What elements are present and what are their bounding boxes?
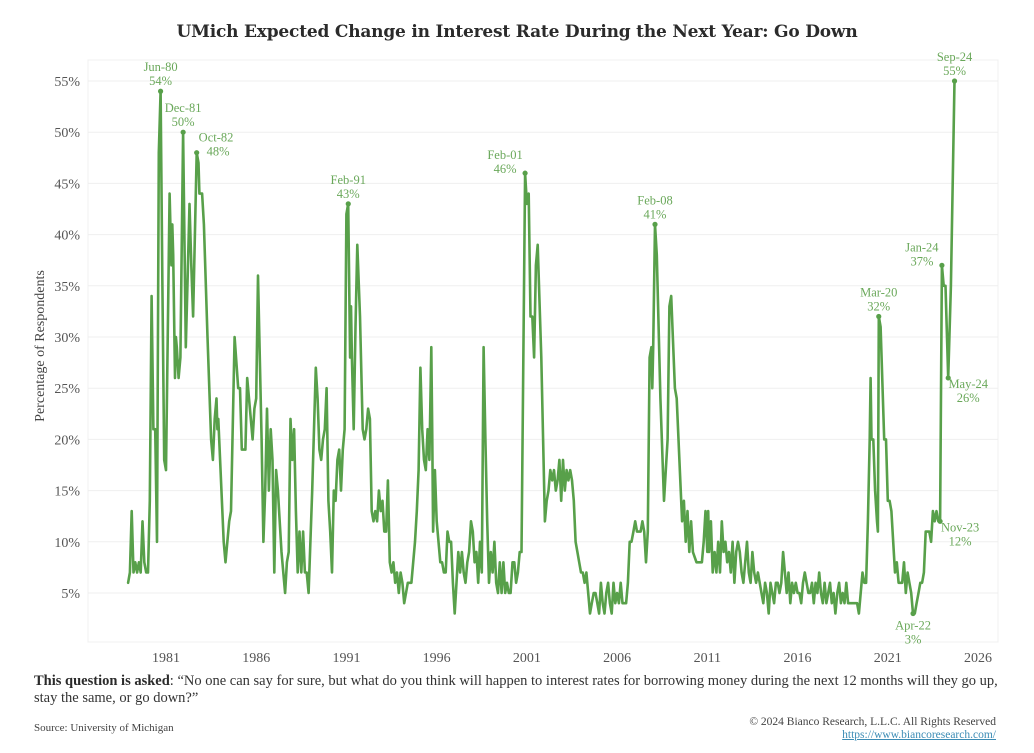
question-note: This question is asked: “No one can say … xyxy=(34,673,1009,707)
annotation-value: 43% xyxy=(337,187,360,201)
y-axis-label: Percentage of Respondents xyxy=(33,270,48,422)
annotation-value: 48% xyxy=(207,145,230,159)
annotation-date: Apr-22 xyxy=(895,618,931,632)
annotation-date: Feb-08 xyxy=(637,193,672,207)
y-tick-label: 45% xyxy=(54,177,80,192)
annotation-date: Jun-80 xyxy=(144,60,178,74)
series-line xyxy=(126,79,956,615)
y-tick-label: 55% xyxy=(54,75,80,90)
annotation-date: Oct-82 xyxy=(199,131,234,145)
annotation-value: 32% xyxy=(867,300,890,314)
annotation-marker xyxy=(522,170,528,176)
annotation-marker xyxy=(937,518,943,524)
annotation-date: May-24 xyxy=(948,377,988,391)
x-tick-label: 2021 xyxy=(874,651,902,666)
y-tick-label: 10% xyxy=(54,536,80,551)
annotation-value: 3% xyxy=(905,632,922,646)
annotation-value: 54% xyxy=(149,74,172,88)
annotation-marker xyxy=(876,313,882,320)
annotation-value: 12% xyxy=(949,534,972,548)
chart-title: UMich Expected Change in Interest Rate D… xyxy=(176,22,858,42)
annotation-marker xyxy=(910,610,916,617)
annotation-marker xyxy=(951,78,958,84)
annotation-marker xyxy=(345,201,351,207)
y-tick-label: 25% xyxy=(54,382,80,397)
plot-area xyxy=(87,59,999,643)
annotation-value: 37% xyxy=(910,254,933,268)
y-tick-label: 40% xyxy=(54,229,80,244)
y-axis-ticks: 5% 10% 15% 20% 25% 30% 35% 40% 45% 50% 55% xyxy=(54,75,80,602)
website-link[interactable]: https://www.biancoresearch.com/ xyxy=(842,729,996,741)
copyright-text: © 2024 Bianco Research, L.L.C. All Right… xyxy=(749,716,996,728)
annotation-date: Sep-24 xyxy=(937,50,973,64)
x-tick-label: 2026 xyxy=(964,651,992,666)
x-tick-label: 1981 xyxy=(152,651,180,666)
annotation-marker xyxy=(194,150,200,156)
annotation-marker xyxy=(180,129,186,135)
annotation-date: Nov-23 xyxy=(941,520,979,534)
annotation-date: Feb-01 xyxy=(487,148,522,162)
x-tick-label: 1996 xyxy=(423,651,451,666)
x-tick-label: 2006 xyxy=(603,651,631,666)
annotation-value: 41% xyxy=(644,207,667,221)
copyright-block: © 2024 Bianco Research, L.L.C. All Right… xyxy=(749,716,996,742)
annotation-value: 55% xyxy=(943,64,966,78)
annotation-date: Dec-81 xyxy=(165,101,202,115)
x-tick-label: 2001 xyxy=(513,651,541,666)
annotation-date: Feb-91 xyxy=(331,173,366,187)
question-text: : “No one can say for sure, but what do … xyxy=(34,673,998,706)
x-axis-ticks: 1981 1986 1991 1996 2001 2006 2011 2016 2021 2026 xyxy=(152,651,992,666)
y-tick-label: 5% xyxy=(61,587,80,602)
annotation-date: Jan-24 xyxy=(905,240,939,254)
y-tick-label: 15% xyxy=(54,485,80,500)
x-tick-label: 2016 xyxy=(784,651,812,666)
annotation-marker xyxy=(652,221,658,227)
annotation-value: 26% xyxy=(957,391,980,405)
annotation-value: 50% xyxy=(172,115,195,129)
y-tick-label: 50% xyxy=(54,126,80,141)
annotation-marker xyxy=(945,375,951,381)
y-tick-label: 20% xyxy=(54,433,80,448)
x-tick-label: 1991 xyxy=(332,651,360,666)
annotation-date: Mar-20 xyxy=(860,286,897,300)
source-note: Source: University of Michigan xyxy=(34,722,174,734)
x-tick-label: 2011 xyxy=(694,651,721,666)
annotation-value: 46% xyxy=(494,162,517,176)
annotation-marker xyxy=(157,88,164,94)
series-go-down xyxy=(126,79,956,615)
x-tick-label: 1986 xyxy=(242,651,270,666)
annotation-marker xyxy=(939,262,945,268)
y-tick-label: 35% xyxy=(54,280,80,295)
question-label: This question is asked xyxy=(34,673,170,689)
y-tick-label: 30% xyxy=(54,331,80,346)
